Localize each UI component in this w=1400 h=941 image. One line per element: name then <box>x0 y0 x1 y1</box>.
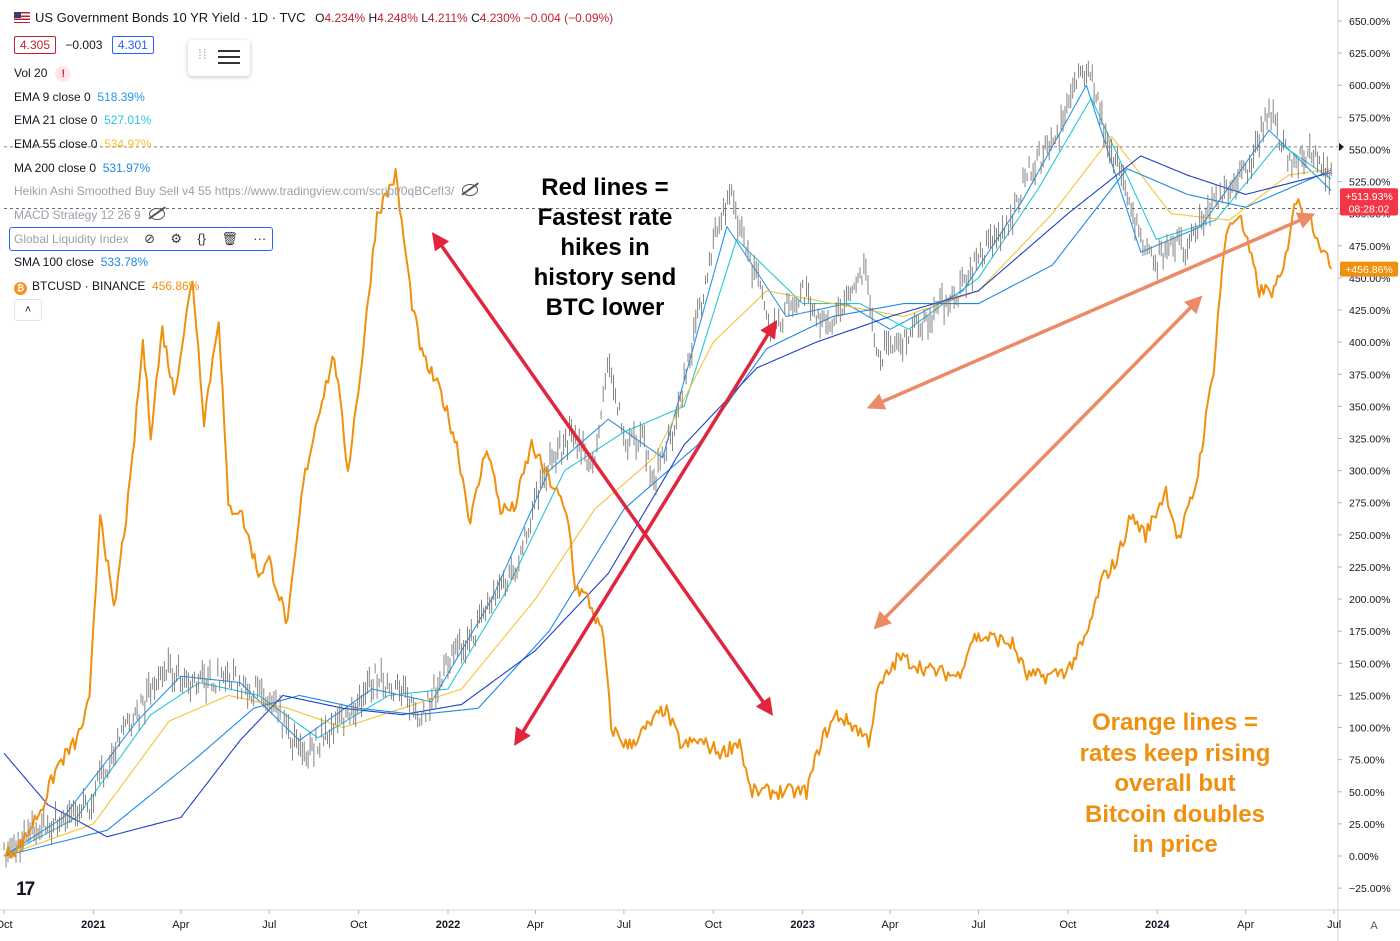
symbol-title[interactable]: US Government Bonds 10 YR Yield · 1D · T… <box>35 10 306 25</box>
y-tick-label: 250.00% <box>1349 530 1390 542</box>
bid-ask-row: 4.305 −0.003 4.301 <box>14 36 160 54</box>
trash-icon[interactable]: 🗑 <box>221 231 238 246</box>
gear-icon[interactable]: ⚙ <box>170 231 182 246</box>
legend-ema55[interactable]: EMA 55 close 0 534.97% <box>14 137 152 151</box>
tradingview-logo[interactable]: 17 <box>16 879 35 900</box>
y-tick-label: 525.00% <box>1349 177 1390 189</box>
spread: −0.003 <box>65 38 103 52</box>
legend-volume[interactable]: Vol 20! <box>14 65 72 82</box>
y-tick-label: 425.00% <box>1349 305 1390 317</box>
bitcoin-icon: ₿ <box>14 282 27 295</box>
legend-btcusd[interactable]: ₿ BTCUSD · BINANCE 456.86% <box>14 278 199 295</box>
orange-annotation: Orange lines = rates keep rising overall… <box>1079 709 1271 858</box>
y-tick-label: 300.00% <box>1349 466 1390 478</box>
x-tick-label: Apr <box>527 919 544 931</box>
drag-grip-icon: ⁞⁞ <box>198 46 208 62</box>
legend-ema9[interactable]: EMA 9 close 0 518.39% <box>14 90 145 104</box>
more-icon[interactable]: ··· <box>253 231 267 246</box>
btc-price-tag: +456.86% <box>1345 264 1393 276</box>
y-tick-label: 375.00% <box>1349 369 1390 381</box>
y-tick-label: 275.00% <box>1349 498 1390 510</box>
us-flag-icon <box>14 12 30 23</box>
legend-ema21[interactable]: EMA 21 close 0 527.01% <box>14 113 152 127</box>
y-tick-label: 625.00% <box>1349 48 1390 60</box>
x-tick-label: Oct <box>0 919 13 931</box>
x-tick-label: 2024 <box>1145 919 1170 931</box>
y-tick-label: 100.00% <box>1349 723 1390 735</box>
x-tick-label: Apr <box>882 919 899 931</box>
symbol-header[interactable]: US Government Bonds 10 YR Yield · 1D · T… <box>14 10 613 25</box>
ohlc-values: O4.234% H4.248% L4.211% C4.230% −0.004 (… <box>315 11 614 25</box>
grid <box>4 146 1338 209</box>
red-arrow <box>514 320 777 746</box>
level-marker-icon <box>1339 142 1344 151</box>
y-tick-label: 475.00% <box>1349 241 1390 253</box>
auto-scale-button[interactable]: A <box>1370 920 1378 932</box>
y-tick-label: 600.00% <box>1349 80 1390 92</box>
red-annotation: Red lines = Fastest rate hikes in histor… <box>533 174 677 321</box>
btc-price-tag-bg <box>1340 261 1398 277</box>
warning-icon[interactable]: ! <box>55 66 72 82</box>
bond-price-tag-bg <box>1340 188 1398 204</box>
legend-macd[interactable]: MACD Strategy 12 26 9 <box>14 207 165 223</box>
menu-lines-icon <box>218 50 240 68</box>
y-tick-label: 75.00% <box>1349 755 1385 767</box>
y-tick-label: 200.00% <box>1349 594 1390 606</box>
y-tick-label: 550.00% <box>1349 144 1390 156</box>
x-tick-label: 2021 <box>81 919 105 931</box>
bond-price-tag: +513.93% <box>1345 191 1393 203</box>
x-tick-label: Jul <box>1327 919 1341 931</box>
y-tick-label: 50.00% <box>1349 787 1385 799</box>
x-tick-label: Apr <box>1237 919 1254 931</box>
y-tick-label: 575.00% <box>1349 112 1390 124</box>
y-tick-label: 0.00% <box>1349 851 1379 863</box>
eye-off-icon[interactable] <box>148 208 165 220</box>
countdown-tag-bg <box>1340 201 1398 216</box>
y-tick-label: 350.00% <box>1349 401 1390 413</box>
orange-arrow <box>873 295 1203 630</box>
y-tick-label: 225.00% <box>1349 562 1390 574</box>
countdown-tag: 08:28:02 <box>1349 204 1390 216</box>
braces-icon[interactable]: {} <box>197 231 207 246</box>
x-tick-label: Jul <box>971 919 985 931</box>
annotation-arrows <box>431 212 1316 746</box>
y-tick-label: 325.00% <box>1349 434 1390 446</box>
eye-off-icon[interactable] <box>462 184 479 196</box>
eye-off-icon[interactable]: ⊘ <box>144 231 155 246</box>
legend-global-liquidity[interactable]: Global Liquidity Index ⊘ ⚙ {} 🗑 ··· <box>9 227 274 251</box>
x-tick-label: Oct <box>705 919 722 931</box>
y-tick-label: 125.00% <box>1349 690 1390 702</box>
y-tick-label: 175.00% <box>1349 626 1390 638</box>
x-tick-label: Apr <box>172 919 189 931</box>
x-tick-label: 2022 <box>436 919 460 931</box>
x-tick-label: Jul <box>262 919 276 931</box>
y-tick-label: 25.00% <box>1349 819 1385 831</box>
y-tick-label: 400.00% <box>1349 337 1390 349</box>
object-tree-button[interactable]: ⁞⁞ <box>188 40 250 76</box>
collapse-legend-button[interactable]: ˄ <box>14 299 42 321</box>
y-tick-label: 150.00% <box>1349 658 1390 670</box>
legend-ma200[interactable]: MA 200 close 0 531.97% <box>14 161 151 175</box>
x-tick-label: Jul <box>617 919 631 931</box>
sell-price[interactable]: 4.305 <box>14 36 57 54</box>
y-tick-label: −25.00% <box>1349 883 1391 895</box>
x-tick-label: 2023 <box>790 919 814 931</box>
x-tick-label: Oct <box>1059 919 1076 931</box>
y-tick-label: 650.00% <box>1349 16 1390 28</box>
legend-sma100[interactable]: SMA 100 close 533.78% <box>14 255 149 269</box>
x-tick-label: Oct <box>350 919 367 931</box>
buy-price[interactable]: 4.301 <box>111 36 154 54</box>
legend-heikin-ashi[interactable]: Heikin Ashi Smoothed Buy Sell v4 55 http… <box>14 183 479 199</box>
